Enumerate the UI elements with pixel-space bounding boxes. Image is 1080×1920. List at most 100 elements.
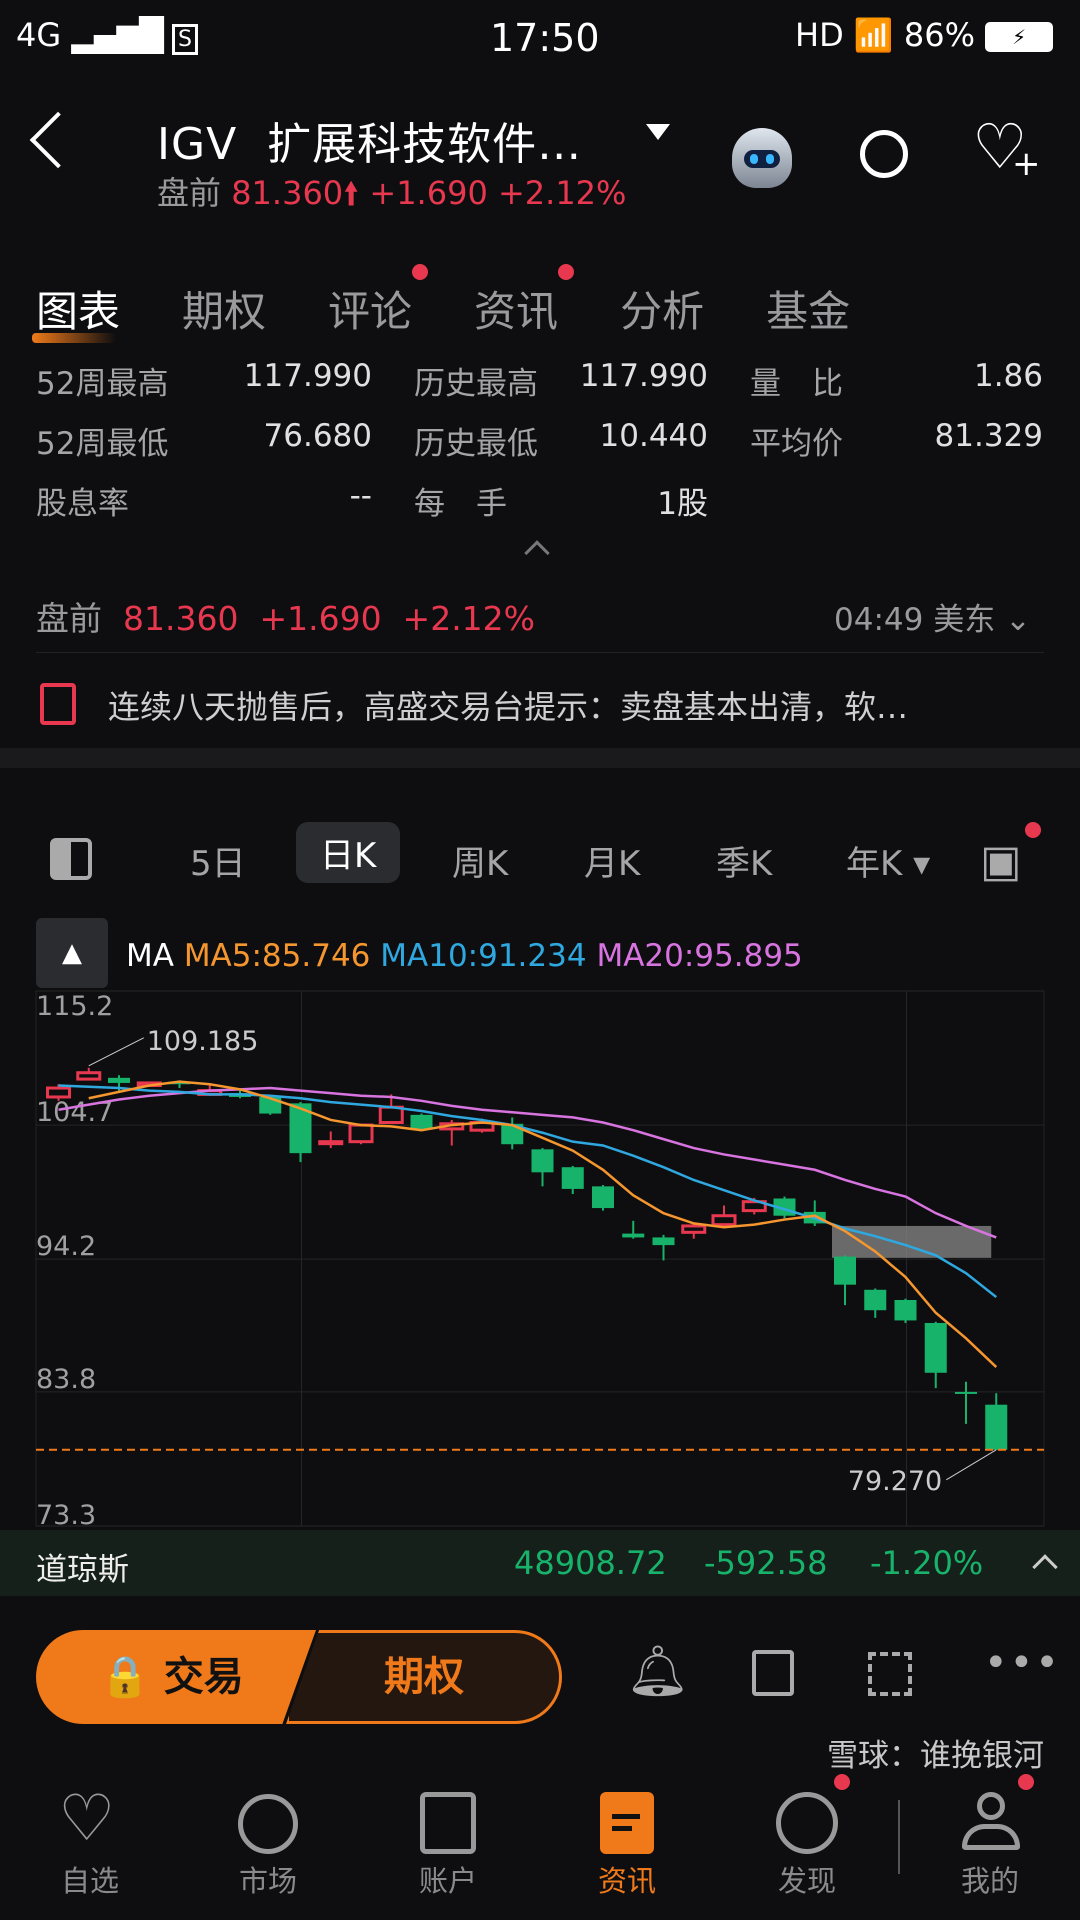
candle-body (46, 1086, 71, 1099)
sidebar-toggle-icon[interactable] (50, 838, 92, 880)
search-icon[interactable] (860, 130, 908, 178)
candle-body (531, 1149, 554, 1173)
candle-body (168, 1081, 191, 1085)
ma-legend: MA MA5:85.746 MA10:91.234 MA20:95.895 (126, 938, 803, 974)
fullscreen-icon[interactable] (868, 1652, 912, 1696)
share-icon[interactable] (752, 1650, 794, 1696)
notification-dot (558, 264, 575, 280)
ma10-line (58, 1084, 998, 1299)
tab-news[interactable]: 资讯 (474, 264, 575, 339)
candle-body (955, 1391, 977, 1394)
planet-icon[interactable] (238, 1794, 298, 1854)
stat-label: 平均价 (750, 426, 843, 462)
candle-body (108, 1077, 130, 1083)
user-icon[interactable] (962, 1792, 1020, 1854)
y-tick-label: 94.2 (36, 1231, 96, 1262)
premarket-quote: 盘前 81.360 +1.690 +2.12% (36, 599, 536, 638)
price-alert-icon[interactable]: 🔔︎ (626, 1642, 690, 1700)
stat-label: 历史最高 (414, 366, 538, 402)
candle-body (985, 1404, 1008, 1450)
ma20-line (58, 1086, 997, 1239)
candle-body (378, 1105, 404, 1125)
watermark: 雪球：谁挽银河 (827, 1738, 1044, 1774)
nav-market[interactable]: 市场 (238, 1864, 297, 1898)
trade-button[interactable]: 🔒 交易 (36, 1630, 316, 1724)
stat-value: -- (349, 478, 372, 514)
high-leader (88, 1037, 144, 1067)
nav-news[interactable]: 资讯 (597, 1864, 656, 1898)
tab-comments[interactable]: 评论 (328, 264, 429, 339)
candle-body (561, 1167, 584, 1189)
notification-dot (834, 1774, 850, 1790)
robot-assistant-icon[interactable] (732, 128, 792, 188)
timeframe-5d[interactable]: 5日 (190, 844, 246, 884)
clock: 17:50 (490, 16, 600, 60)
notification-dot (1018, 1774, 1034, 1790)
stat-value: 1.86 (973, 358, 1043, 394)
more-icon[interactable]: ••• (984, 1640, 1061, 1686)
timeframe-weekly[interactable]: 周K (452, 844, 509, 884)
candle-body (410, 1114, 433, 1129)
candle-body (924, 1322, 947, 1373)
stat-label: 股息率 (36, 486, 129, 522)
notification-dot (1025, 822, 1041, 838)
candle-body (592, 1186, 614, 1209)
compass-icon[interactable] (776, 1792, 838, 1854)
low-label: 79.270 (848, 1466, 942, 1497)
timeframe-daily[interactable]: 日K (296, 822, 401, 883)
candle-body (76, 1071, 102, 1081)
candle-body (348, 1123, 374, 1144)
nav-discover[interactable]: 发现 (777, 1864, 836, 1898)
timeframe-monthly[interactable]: 月K (584, 844, 641, 884)
dropdown-icon[interactable] (646, 124, 670, 140)
news-headline[interactable]: 连续八天抛售后，高盛交易台提示：卖盘基本出清，软… (108, 688, 909, 726)
index-change: -592.58 (704, 1544, 828, 1582)
index-name: 道琼斯 (36, 1552, 129, 1588)
tab-fund[interactable]: 基金 (766, 287, 851, 336)
news-icon (40, 683, 76, 725)
collapse-icon[interactable] (524, 540, 550, 566)
candle-body (622, 1233, 645, 1238)
candle-body (711, 1214, 737, 1227)
stat-value: 117.990 (579, 358, 708, 394)
tab-bar: 图表 期权 评论 资讯 分析 基金 (31, 264, 912, 343)
index-change-pct: -1.20% (870, 1544, 984, 1582)
tab-analysis[interactable]: 分析 (620, 287, 705, 336)
network-indicator: 4G ▂▄▆█ S (16, 16, 198, 55)
premarket-time[interactable]: 04:49 美东 ⌄ (834, 602, 1032, 638)
add-favorite-icon[interactable]: ♡ + (972, 110, 1041, 184)
candle-body (289, 1103, 312, 1154)
expand-icon[interactable] (1032, 1554, 1058, 1580)
plot-frame (35, 990, 1045, 1527)
timeframe-quarterly[interactable]: 季K (716, 844, 773, 884)
nav-me[interactable]: 我的 (960, 1864, 1019, 1898)
timeframe-yearly[interactable]: 年K ▾ (846, 844, 931, 884)
stat-label: 52周最低 (36, 426, 169, 462)
tab-options[interactable]: 期权 (182, 287, 267, 336)
candle-body (318, 1140, 344, 1146)
stat-label: 历史最低 (414, 426, 538, 462)
stat-value: 1股 (657, 486, 708, 522)
news-icon[interactable] (600, 1792, 654, 1854)
candle-body (681, 1224, 707, 1234)
low-leader (945, 1449, 997, 1481)
stat-label: 每 手 (414, 486, 507, 522)
candle-body (834, 1256, 856, 1285)
back-icon[interactable] (29, 111, 87, 169)
index-ticker-bar[interactable]: 道琼斯 48908.72 -592.58 -1.20% (0, 1530, 1080, 1596)
notification-dot (412, 264, 429, 280)
nav-account[interactable]: 账户 (418, 1864, 477, 1898)
stock-title[interactable]: IGV 扩展科技软件… (157, 119, 583, 170)
stat-value: 117.990 (243, 358, 372, 394)
heart-icon[interactable]: ♡ (58, 1782, 116, 1856)
battery-icon: ⚡ (985, 22, 1054, 52)
indicator-toggle-button[interactable]: ▲ (36, 918, 108, 988)
index-value: 48908.72 (514, 1544, 667, 1582)
ma5-line (88, 1080, 998, 1368)
wallet-icon[interactable] (420, 1792, 476, 1854)
nav-watchlist[interactable]: 自选 (60, 1864, 119, 1898)
tab-chart[interactable]: 图表 (31, 278, 120, 343)
grid-menu-icon[interactable]: ▣ (980, 836, 1022, 887)
options-button[interactable]: 期权 (286, 1630, 562, 1724)
